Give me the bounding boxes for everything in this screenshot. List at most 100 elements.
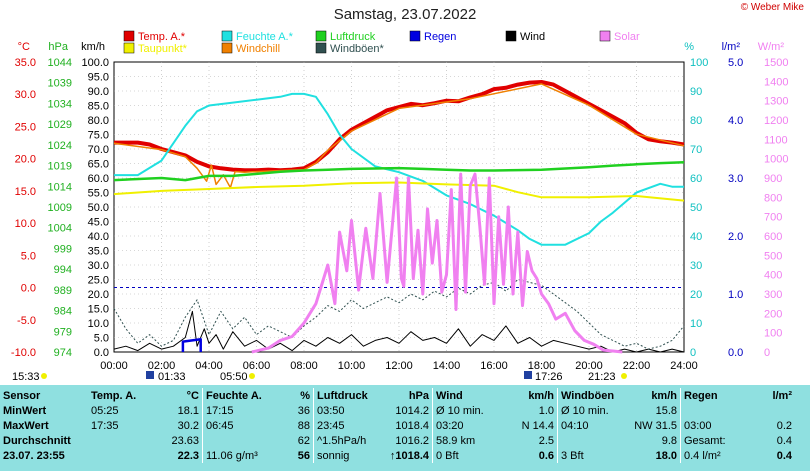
cell-temp-time: 05:25: [91, 404, 119, 417]
temp-tick-label: 10.0: [15, 218, 36, 230]
cell-press-time: 03:50: [313, 403, 382, 418]
stats-row-current: 23.07. 23:55 22.3 11.06 g/m³ 56 sonnig ↑…: [0, 448, 795, 463]
temp-tick-label: 20.0: [15, 154, 36, 166]
solar-tick-label: 600: [764, 231, 782, 243]
legend-swatch: [409, 30, 421, 42]
cell-wind-label: 58.9 km: [432, 433, 499, 448]
cell-hum-value: 36: [297, 404, 310, 417]
cell-gust-label: 04:10: [557, 418, 622, 433]
hdr-hum: Feuchte A.: [202, 388, 281, 403]
wind-tick-label: 65.0: [88, 159, 109, 171]
wind-tick-label: 0.0: [94, 347, 109, 359]
hdr-temp: Temp. A.: [91, 389, 137, 402]
wind-tick-label: 25.0: [88, 275, 109, 287]
solar-tick-label: 500: [764, 250, 782, 262]
cell-press-time: 23:45: [313, 418, 382, 433]
cell-temp-time: 17:35: [91, 419, 119, 432]
cell-gust-value: 9.8: [661, 434, 677, 447]
sun-icon: [249, 373, 255, 379]
pressure-tick-label: 1034: [48, 98, 72, 110]
legend-swatch: [123, 42, 135, 54]
wind-unit-label: km/h: [81, 41, 105, 53]
sun-icon: [41, 373, 47, 379]
cell-temp-value: 30.2: [177, 419, 199, 432]
humidity-tick-label: 90: [690, 86, 702, 98]
solar-tick-label: 1300: [764, 96, 788, 108]
temp-tick-label: -10.0: [11, 347, 36, 359]
rain-tick-label: 4.0: [728, 115, 743, 127]
hdr-press: Luftdruck: [313, 388, 382, 403]
rain-tick-label: 1.0: [728, 289, 743, 301]
humidity-tick-label: 80: [690, 115, 702, 127]
x-tick-label: 24:00: [670, 360, 698, 372]
cell-temp-value: 18.1: [177, 404, 199, 417]
cell-press-value: 1014.2: [395, 404, 429, 417]
cell-hum-value: 88: [297, 419, 310, 432]
series-line: [114, 92, 684, 246]
solar-unit-label: W/m²: [758, 41, 785, 53]
hdr-sensor: Sensor: [3, 389, 41, 402]
stats-header-row: Sensor Temp. A. °C Feuchte A. % Luftdruc…: [0, 388, 795, 403]
cell-rain-label: Gesamt:: [680, 433, 745, 448]
moon-icon: [524, 371, 532, 379]
legend-swatch: [221, 42, 233, 54]
hdr-gust: Windböen: [557, 388, 622, 403]
cell-press-value: 1016.2: [395, 434, 429, 447]
solar-tick-label: 900: [764, 173, 782, 185]
stats-table: Sensor Temp. A. °C Feuchte A. % Luftdruc…: [0, 388, 795, 463]
moonrise-time: 17:26: [535, 371, 563, 383]
pressure-tick-label: 994: [54, 264, 72, 276]
cell-press-value: 1018.4: [395, 419, 429, 432]
hdr-hum-unit: %: [300, 389, 310, 402]
solar-tick-label: 1000: [764, 154, 788, 166]
stats-panel: [0, 385, 810, 471]
cell-wind-value: N 14.4: [521, 419, 554, 432]
cell-wind-label: 03:20: [432, 418, 499, 433]
wind-tick-label: 85.0: [88, 101, 109, 113]
x-tick-label: 02:00: [148, 360, 176, 372]
pressure-tick-label: 974: [54, 347, 72, 359]
temp-tick-label: 0.0: [21, 283, 36, 295]
cell-temp-time: [88, 448, 144, 463]
legend-label: Wind: [520, 31, 545, 43]
legend-swatch: [315, 30, 327, 42]
pressure-tick-label: 1039: [48, 78, 72, 90]
legend-label: Taupunkt*: [138, 43, 188, 55]
cell-hum-value: 62: [297, 434, 310, 447]
wind-tick-label: 70.0: [88, 144, 109, 156]
legend-swatch: [123, 30, 135, 42]
wind-tick-label: 100.0: [81, 57, 109, 69]
cell-rain-value: [745, 403, 795, 418]
hdr-rain-unit: l/m²: [772, 389, 792, 402]
x-tick-label: 22:00: [623, 360, 651, 372]
temp-tick-label: 35.0: [15, 57, 36, 69]
stats-row-avg: Durchschnitt 23.63 62 ^1.5hPa/h 1016.2 5…: [0, 433, 795, 448]
series-line: [113, 83, 685, 189]
series-line: [114, 80, 685, 173]
rain-tick-label: 2.0: [728, 231, 743, 243]
humidity-unit-label: %: [684, 41, 694, 53]
cell-gust-value: 15.8: [655, 404, 677, 417]
wind-tick-label: 90.0: [88, 86, 109, 98]
moon-icon: [146, 371, 154, 379]
solar-tick-label: 200: [764, 308, 782, 320]
cell-press-time: ^1.5hPa/h: [313, 433, 382, 448]
rain-tick-label: 0.0: [728, 347, 743, 359]
cell-press-time: sonnig: [313, 448, 382, 463]
x-tick-label: 04:00: [195, 360, 223, 372]
solar-tick-label: 1500: [764, 57, 788, 69]
chart-svg: 35.0 30.0 25.0 20.0 15.0 10.0 5.0 0.0 -5.0 -10.0 1…: [11, 30, 788, 383]
legend-swatch: [315, 42, 327, 54]
moonset-time: 01:33: [158, 371, 186, 383]
solar-tick-label: 400: [764, 270, 782, 282]
weather-chart: Samstag, 23.07.2022 © Weber Mike 35.0 30.…: [11, 2, 804, 383]
series-line: [113, 310, 685, 353]
solar-tick-label: 700: [764, 212, 782, 224]
legend-label: Luftdruck: [330, 31, 376, 43]
wind-tick-label: 50.0: [88, 202, 109, 214]
hdr-gust-unit: km/h: [651, 389, 677, 402]
pressure-tick-label: 999: [54, 243, 72, 255]
stats-row-min: MinWert 05:25 18.1 17:15 36 03:50 1014.2…: [0, 403, 795, 418]
wind-tick-label: 40.0: [88, 231, 109, 243]
pressure-tick-label: 1014: [48, 181, 72, 193]
